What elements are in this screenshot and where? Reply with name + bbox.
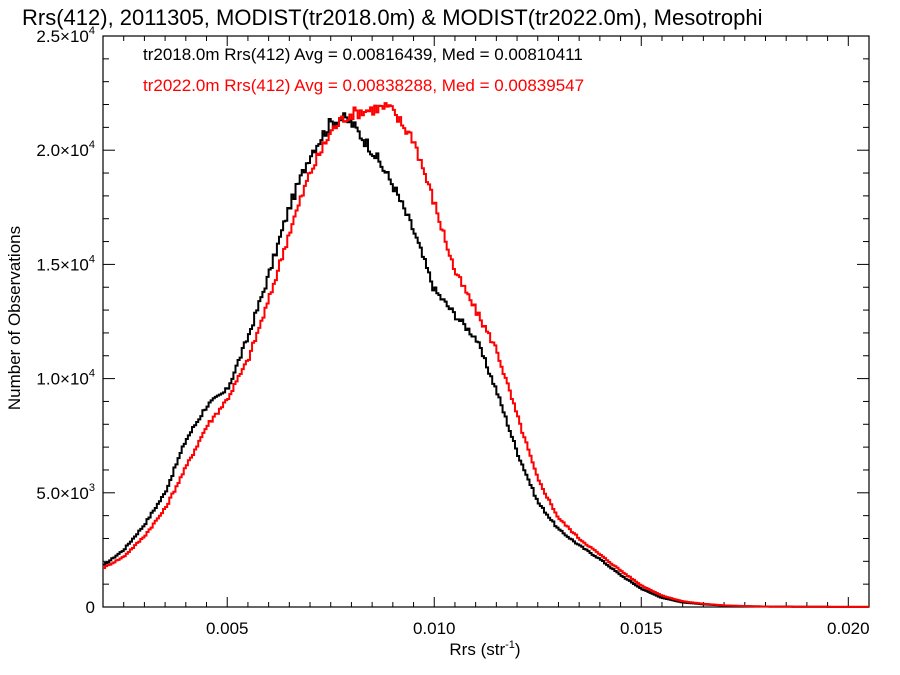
series-line-1 [103,102,869,608]
y-tick-label: 5.0×103 [36,482,95,503]
chart-title: Rrs(412), 2011305, MODIST(tr2018.0m) & M… [22,5,763,30]
y-tick-label: 2.5×104 [36,25,95,46]
legend-entry-tr2018: tr2018.0m Rrs(412) Avg = 0.00816439, Med… [143,45,583,64]
y-tick-label: 0 [86,598,95,617]
x-tick-label: 0.005 [206,619,249,638]
x-axis-label-base: Rrs (str [449,640,505,659]
plot-frame [102,35,870,608]
series-line-0 [103,112,869,608]
y-axis-label: Number of Observations [5,226,24,410]
plot-border [102,35,870,608]
series-layer [103,102,869,608]
y-tick-label: 1.0×104 [36,368,95,389]
y-tick-label: 1.5×104 [36,253,95,274]
legend: tr2018.0m Rrs(412) Avg = 0.00816439, Med… [143,45,584,95]
x-axis-ticks: 0.005 0.010 0.015 0.020 [123,36,870,638]
legend-entry-tr2022: tr2022.0m Rrs(412) Avg = 0.00838288, Med… [143,76,584,95]
y-axis-ticks: 0 5.0×103 1.0×104 1.5×104 2.0×104 2.5×104 [36,25,869,617]
x-axis-label: Rrs (str-1) [449,639,520,659]
x-tick-label: 0.010 [413,619,456,638]
x-axis-label-sup: -1 [505,639,515,651]
x-tick-label: 0.020 [827,619,870,638]
y-tick-label: 2.0×104 [36,139,95,160]
x-axis-label-end: ) [515,640,521,659]
x-tick-label: 0.015 [620,619,663,638]
